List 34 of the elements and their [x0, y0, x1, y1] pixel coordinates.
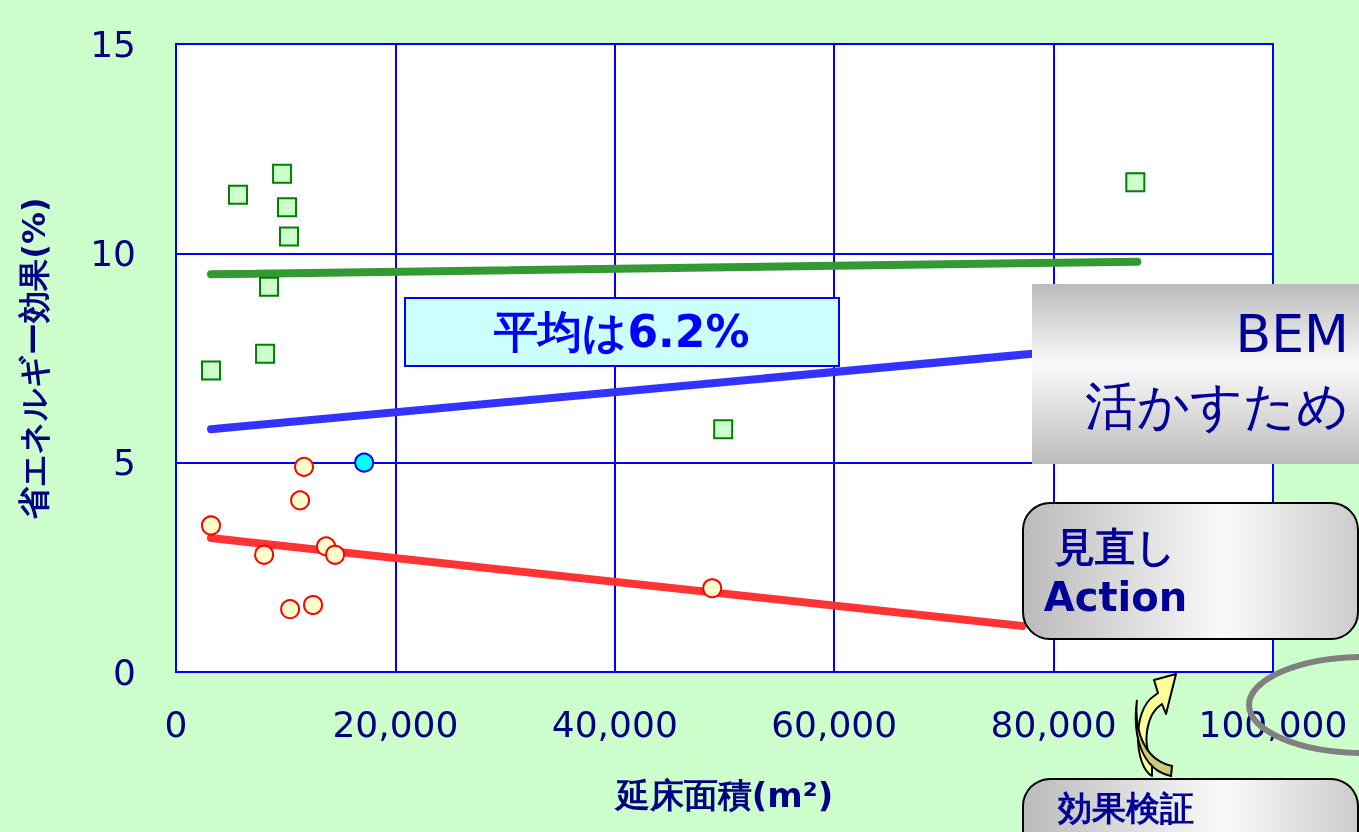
x-tick-label: 40,000	[551, 703, 678, 745]
x-tick-label: 60,000	[771, 703, 898, 745]
point	[713, 419, 734, 440]
point	[278, 226, 299, 247]
point	[277, 197, 298, 218]
point	[303, 595, 324, 616]
text-box: 見直し Action	[1022, 502, 1359, 640]
point	[227, 184, 248, 205]
point	[259, 276, 280, 297]
point	[255, 343, 276, 364]
x-tick-label: 100,000	[1198, 703, 1348, 745]
point	[1125, 172, 1146, 193]
point	[325, 544, 346, 565]
y-tick-label: 5	[113, 442, 136, 484]
point	[354, 452, 375, 473]
point	[254, 544, 275, 565]
x-tick-label: 0	[164, 703, 188, 745]
point	[294, 456, 315, 477]
y-tick-label: 15	[90, 23, 136, 65]
text-box: 平均は6.2%	[404, 297, 840, 367]
x-tick-label: 20,000	[332, 703, 459, 745]
x-tick-label: 80,000	[990, 703, 1117, 745]
y-tick-label: 10	[90, 232, 136, 274]
x-axis-title: 延床面積(m²)	[613, 775, 834, 815]
point	[290, 490, 311, 511]
point	[280, 599, 301, 620]
text-box: 効果検証	[1022, 778, 1359, 832]
point	[702, 578, 723, 599]
point	[200, 360, 221, 381]
text-box: BEM 活かすため	[1032, 284, 1359, 464]
y-tick-label: 0	[113, 651, 136, 693]
point	[272, 163, 293, 184]
y-axis-title: 省エネルギー効果(%)	[15, 197, 53, 520]
point	[201, 515, 221, 536]
